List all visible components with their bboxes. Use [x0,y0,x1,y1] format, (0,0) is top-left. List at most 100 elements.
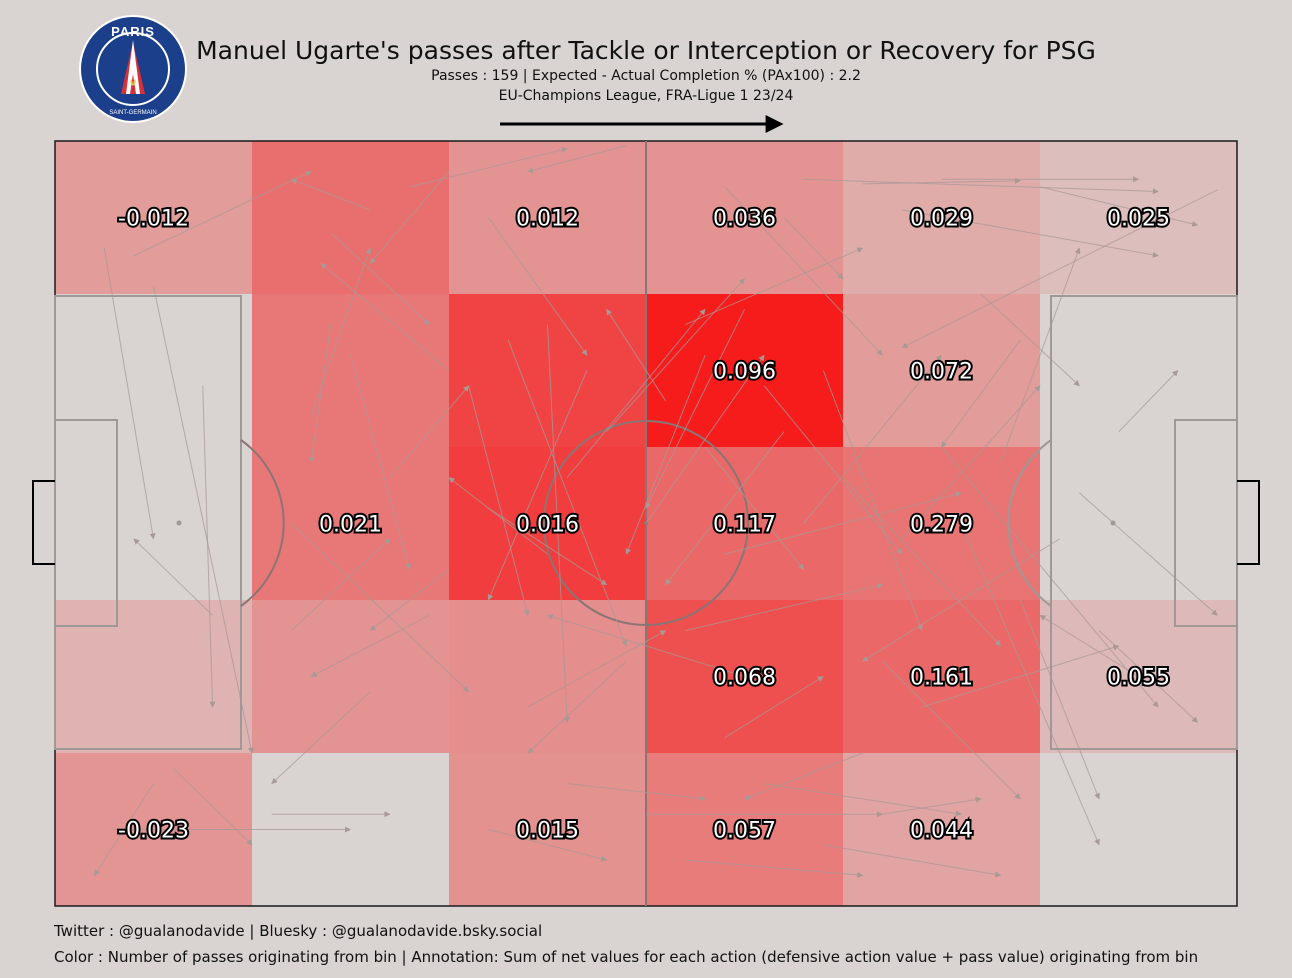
pass-arrow [488,829,608,862]
pass-arrow [882,660,1021,800]
heatmap-cell [449,753,647,907]
pass-arrow [133,171,312,257]
pass-arrow [468,385,530,616]
cell-annotations: -0.012 0.012 0.036 0.029 0.025 0.096 0.072 0.02… [116,205,1172,846]
pass-arrow [291,523,470,693]
pass-arrow [803,354,942,524]
heatmap-cell [252,294,450,448]
cell-value-label: 0.016 [516,513,579,538]
eiffel-tower-icon [126,40,140,94]
pass-arrow [743,752,863,800]
center-circle [543,420,749,626]
cell-value-label: 0.036 [713,207,776,232]
pass-arrow [527,145,627,174]
pass-arrow [606,278,745,433]
cell-value-label: 0.057 [713,819,776,844]
pass-arrows [93,145,1218,878]
chart-subtitle-stats: Passes : 159 | Expected - Actual Complet… [431,68,861,84]
pass-arrow [822,370,923,632]
heatmap-cells [55,141,1238,907]
pass-arrow [1079,492,1218,616]
pass-arrow [724,186,883,356]
heatmap-cell [55,141,253,295]
pass-arrow [369,569,450,631]
pass-arrow [291,538,391,631]
heatmap-cell [55,600,253,754]
pass-arrow [566,308,706,478]
pass-arrow [665,431,785,586]
heatmap-cell [646,447,844,601]
pass-arrow [1118,370,1179,433]
chart-subtitle-competition: EU-Champions League, FRA-Ligue 1 23/24 [498,88,794,104]
pass-arrow [133,538,213,616]
pass-arrow [527,630,667,708]
cell-value-label: -0.023 [118,819,189,844]
pass-arrow [310,614,430,677]
fleur-de-lis-icon [130,79,136,86]
heatmap-cell [55,447,253,601]
pass-arrow [488,507,608,586]
heatmap-cell [1040,447,1238,601]
pass-arrow [350,355,412,570]
heatmap-cell [449,447,647,601]
pass-arrow [685,859,864,878]
footer-social: Twitter : @gualanodavide | Bluesky : @gu… [54,922,543,940]
pass-arrow [980,293,1080,387]
cell-value-label: 0.117 [713,513,776,538]
pass-arrow [941,446,1159,708]
pass-arrow [153,286,254,754]
pass-arrow [527,660,627,754]
psg-logo: PARIS SAINT-GERMAIN [79,15,187,123]
pass-arrow [389,385,470,478]
heatmap-cell [646,600,844,754]
pass-arrow [724,491,962,555]
left-six-yard-box [54,419,118,627]
cell-value-label: 0.072 [910,360,973,385]
pass-arrow [625,355,706,555]
pass-arrow [783,217,844,280]
pass-arrow [645,354,765,524]
logo-top-text: PARIS [111,24,155,39]
heatmap-cell [55,294,253,448]
cell-value-label: 0.015 [516,819,579,844]
pass-arrow [567,783,706,802]
pass-arrow [685,583,883,632]
pass-arrow [271,691,371,785]
pass-arrow [764,783,962,817]
pass-arrow [606,308,667,402]
footer-legend: Color : Number of passes originating fro… [54,948,1199,966]
pass-arrow [487,217,588,356]
left-penalty-spot [176,520,182,526]
pass-arrow [685,247,864,326]
pass-arrow [1098,630,1199,723]
cell-value-label: 0.279 [910,513,973,538]
pass-arrow [704,446,804,570]
pass-arrow [409,147,568,188]
cell-value-label: 0.161 [910,666,973,691]
pass-arrow [645,309,745,509]
right-penalty-arc [1007,439,1052,607]
pass-arrow [172,767,253,846]
heatmap-cell [646,141,844,295]
heatmap-cell [843,141,1041,295]
pass-arrow [763,385,903,555]
pass-arrow [507,339,628,647]
right-goal [1237,480,1260,565]
heatmap-cell [1040,753,1238,907]
heatmap-cell [449,600,647,754]
pass-arrow [308,324,332,463]
heatmap-cell [1040,294,1238,448]
pass-arrow [803,178,1159,195]
pass-arrow [1000,247,1081,463]
cell-value-label: 0.044 [910,819,973,844]
cell-value-label: 0.068 [713,666,776,691]
heatmap-cell [646,753,844,907]
cell-value-label: 0.029 [910,207,973,232]
pass-arrow [369,171,450,264]
pass-arrow [290,178,371,211]
pass-arrow [882,796,982,815]
pass-arrow [330,232,430,326]
pass-arrow [862,177,1021,185]
heatmap-cell [843,600,1041,754]
